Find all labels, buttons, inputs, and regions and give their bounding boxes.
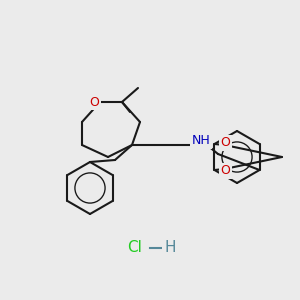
Text: NH: NH bbox=[192, 134, 210, 148]
Text: Cl: Cl bbox=[128, 241, 142, 256]
Text: O: O bbox=[89, 95, 99, 109]
Text: O: O bbox=[220, 164, 230, 178]
Text: O: O bbox=[220, 136, 230, 149]
Text: H: H bbox=[164, 241, 176, 256]
